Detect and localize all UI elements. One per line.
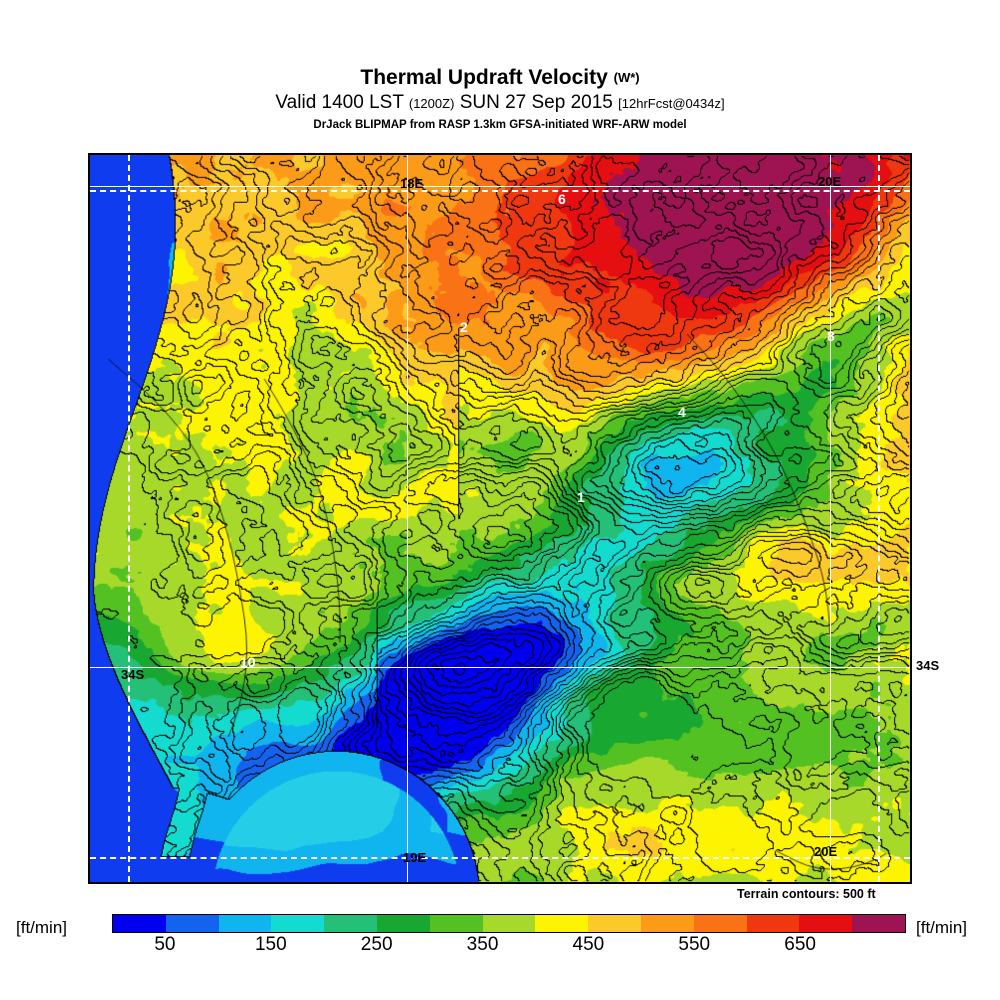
- colorbar-segment: [482, 915, 536, 932]
- title-block: Thermal Updraft Velocity (W*) Valid 1400…: [0, 66, 1000, 133]
- colorbar-tick-label: 150: [254, 934, 287, 955]
- valid-time: Valid 1400 LST: [275, 92, 404, 113]
- colorbar-segment: [429, 915, 483, 932]
- colorbar-gradient[interactable]: [112, 914, 906, 933]
- colorbar-segment: [218, 915, 272, 932]
- colorbar-segment: [113, 915, 166, 932]
- forecast-tag: [12hrFcst@0434z]: [618, 96, 725, 111]
- colorbar-tick-label: 450: [572, 934, 605, 955]
- colorbar-tick-labels: 50 150 250 350 450 550 650: [112, 934, 906, 958]
- colorbar-tick-label: 650: [784, 934, 816, 955]
- colorbar-segment: [165, 915, 219, 932]
- colorbar-segment: [746, 915, 800, 932]
- colorbar-segment: [852, 915, 905, 932]
- colorbar-segment: [640, 915, 694, 932]
- colorbar-segment: [799, 915, 853, 932]
- valid-time-zulu: (1200Z): [408, 96, 455, 111]
- colorbar-segment: [588, 915, 641, 932]
- colorbar-unit-left: [ft/min]: [16, 918, 68, 937]
- model-credit: DrJack BLIPMAP from RASP 1.3km GFSA-init…: [313, 119, 687, 131]
- map-frame[interactable]: 18E 20E 19E 20E 34S 2 6 4 8 10 1: [88, 153, 912, 884]
- colorbar-tick-label: 350: [466, 934, 499, 955]
- colorbar-tick-label: 550: [678, 934, 711, 955]
- colorbar-unit-right: [ft/min]: [916, 918, 968, 937]
- colorbar-segment: [693, 915, 747, 932]
- valid-date: SUN 27 Sep 2015: [459, 92, 613, 113]
- page-title-variable: (W*): [613, 70, 640, 85]
- latitude-label-right: 34S: [916, 658, 940, 673]
- page-title: Thermal Updraft Velocity (W*): [0, 66, 1000, 90]
- terrain-contour-note: Terrain contours: 500 ft: [737, 887, 876, 901]
- map-raster: [90, 155, 910, 882]
- colorbar-segment: [271, 915, 325, 932]
- valid-time-line: Valid 1400 LST (1200Z) SUN 27 Sep 2015 […: [0, 91, 1000, 115]
- colorbar-tick-label: 250: [360, 934, 393, 955]
- colorbar-legend: [ft/min] [ft/min] 50 150 250 350 450 550 650: [0, 908, 1000, 958]
- page-title-text: Thermal Updraft Velocity: [360, 66, 608, 89]
- colorbar-tick-label: 50: [154, 934, 176, 955]
- colorbar-segment: [535, 915, 589, 932]
- colorbar-segment: [324, 915, 377, 932]
- colorbar-segment: [376, 915, 430, 932]
